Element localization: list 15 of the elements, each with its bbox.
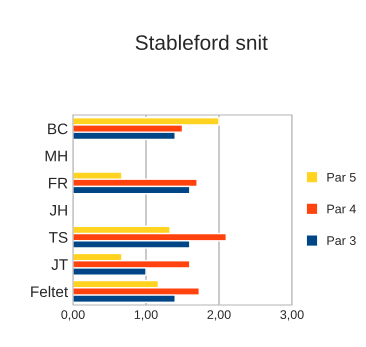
y-tick-label: JH (50, 205, 67, 216)
legend-label: Par 5 (327, 172, 356, 182)
y-tick-label: BC (48, 123, 68, 134)
x-tick-label: 3,00 (280, 310, 304, 321)
y-tick-label: TS (48, 232, 68, 243)
y-tick-label: Feltet (31, 286, 68, 298)
legend-label: Par 4 (327, 204, 356, 214)
legend-label: Par 3 (327, 236, 356, 246)
y-tick-label: FR (49, 178, 68, 188)
y-tick-label: MH (46, 150, 67, 162)
x-tick-label: 1,00 (134, 310, 158, 321)
y-tick-label: JT (51, 259, 68, 270)
x-tick-label: 0,00 (61, 310, 85, 321)
chart-title: Stableford snit (136, 34, 268, 50)
x-tick-label: 2,00 (207, 310, 231, 321)
